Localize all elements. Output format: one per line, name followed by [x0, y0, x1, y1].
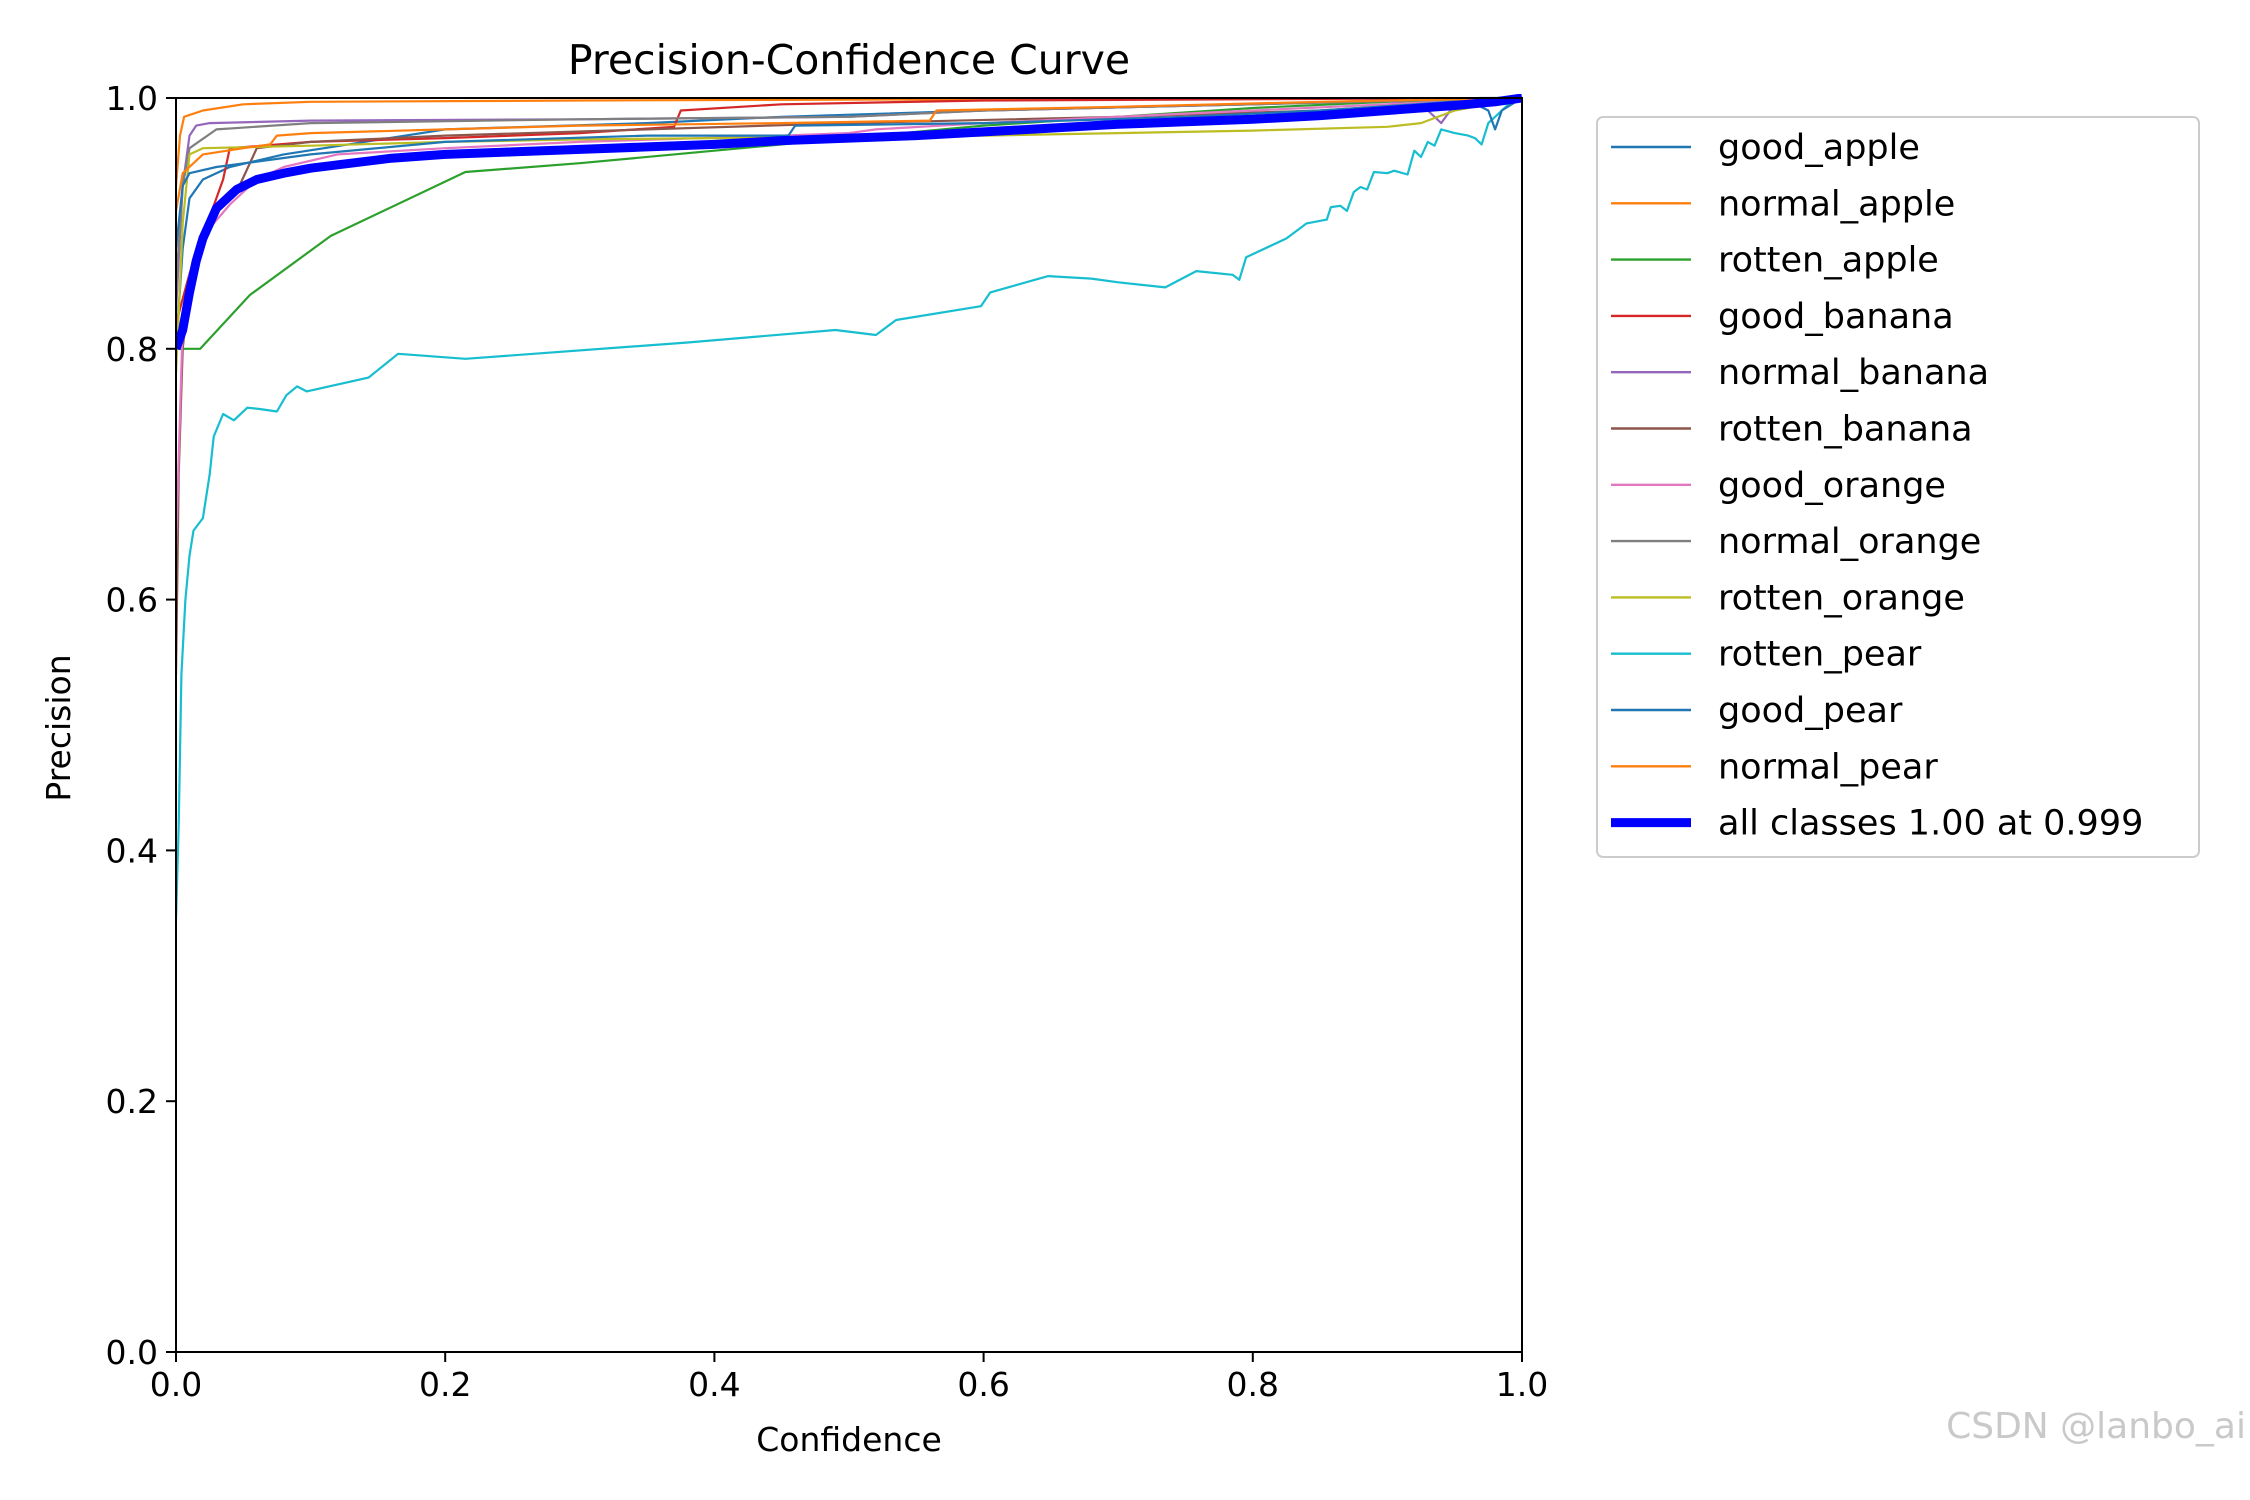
- series-line-rotten-apple: [176, 96, 1522, 350]
- legend-entry-label: rotten_orange: [1718, 578, 1965, 618]
- legend-entry-label: rotten_banana: [1718, 410, 1973, 450]
- x-tick-label: 0.2: [419, 1365, 471, 1404]
- x-tick-label: 0.0: [150, 1365, 202, 1404]
- x-tick-label: 0.8: [1227, 1365, 1279, 1404]
- legend-entry-label: normal_pear: [1718, 747, 1938, 787]
- y-axis-title: Precision: [39, 654, 78, 801]
- series-line-normal-orange: [176, 96, 1522, 287]
- x-tick-label: 0.4: [688, 1365, 740, 1404]
- legend-entry-label: good_banana: [1718, 297, 1954, 337]
- legend-entry-label: normal_apple: [1718, 184, 1955, 224]
- legend-entry-label: good_orange: [1718, 466, 1946, 506]
- y-tick-label: 0.0: [106, 1333, 158, 1372]
- plot-frame: [175, 97, 1523, 1353]
- series-line-normal-pear: [176, 96, 1522, 212]
- legend-entry-label: good_apple: [1718, 128, 1920, 168]
- y-tick-label: 1.0: [106, 79, 158, 118]
- legend: good_apple normal_apple rotten_apple good_b…: [1596, 116, 2200, 858]
- legend-box: [1596, 116, 2200, 858]
- legend-entry-label: rotten_pear: [1718, 635, 1922, 675]
- legend-entry-label: normal_banana: [1718, 353, 1989, 393]
- y-tick-label: 0.8: [106, 330, 158, 369]
- series-line-rotten-pear: [176, 97, 1522, 920]
- plot-area: [176, 94, 1522, 920]
- series-line-rotten-banana: [176, 96, 1522, 675]
- series-line-normal-banana: [176, 96, 1522, 312]
- axes: 0.0 0.2 0.4 0.6 0.8 1.0 0.0 0.2 0.4 0.6 0.8 1.0: [106, 79, 1549, 1404]
- legend-entry-label: normal_orange: [1718, 522, 1981, 562]
- legend-entry-label: rotten_apple: [1718, 241, 1939, 281]
- legend-entry-label: all classes 1.00 at 0.999: [1718, 804, 2143, 844]
- x-tick-label: 0.6: [957, 1365, 1009, 1404]
- legend-entry-label: good_pear: [1718, 691, 1903, 731]
- series-line-good-orange: [176, 96, 1522, 550]
- x-tick-label: 1.0: [1496, 1365, 1548, 1404]
- watermark-text: CSDN @lanbo_ai: [1946, 1406, 2246, 1447]
- series-line-good-pear: [176, 97, 1522, 249]
- chart-title: Precision-Confidence Curve: [568, 36, 1130, 84]
- series-line-all-classes-1-00-at-0-999: [176, 94, 1522, 351]
- y-tick-label: 0.6: [106, 581, 158, 620]
- y-tick-label: 0.4: [106, 831, 158, 870]
- y-tick-label: 0.2: [106, 1082, 158, 1121]
- x-axis-title: Confidence: [756, 1420, 942, 1459]
- series-line-normal-apple: [176, 96, 1522, 186]
